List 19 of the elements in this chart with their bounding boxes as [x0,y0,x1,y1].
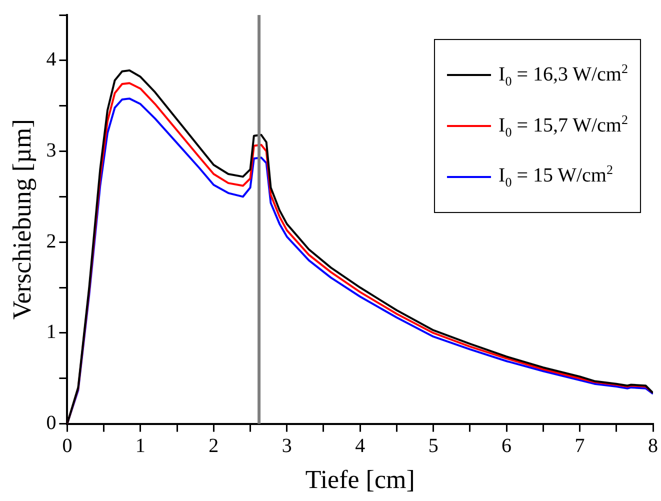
y-axis-title: Verschiebung [µm] [7,119,36,320]
x-tick-label: 0 [62,435,72,458]
x-tick-label: 6 [502,435,512,458]
legend-label: I$_{0}$ = 15 W/cm$^{2}$ [498,161,613,192]
legend-label: I$_{0}$ = 16,3 W/cm$^{2}$ [498,60,628,91]
x-tick-label: 2 [208,435,219,458]
x-tick-label: 3 [282,435,292,458]
x-tick-label: 5 [428,435,438,458]
y-tick-label: 0 [46,412,56,434]
x-tick-label: 4 [355,435,366,458]
y-tick-label: 1 [46,321,56,344]
y-tick-label: 3 [46,140,56,162]
y-tick-label: 2 [46,230,56,252]
x-axis-title: Tiefe [cm] [305,465,415,494]
x-tick-label: 1 [135,435,146,458]
x-tick-label: 7 [574,435,585,458]
legend-label: I$_{0}$ = 15,7 W/cm$^{2}$ [498,110,628,142]
y-tick-label: 4 [46,48,56,71]
x-tick-label: 8 [648,435,658,458]
